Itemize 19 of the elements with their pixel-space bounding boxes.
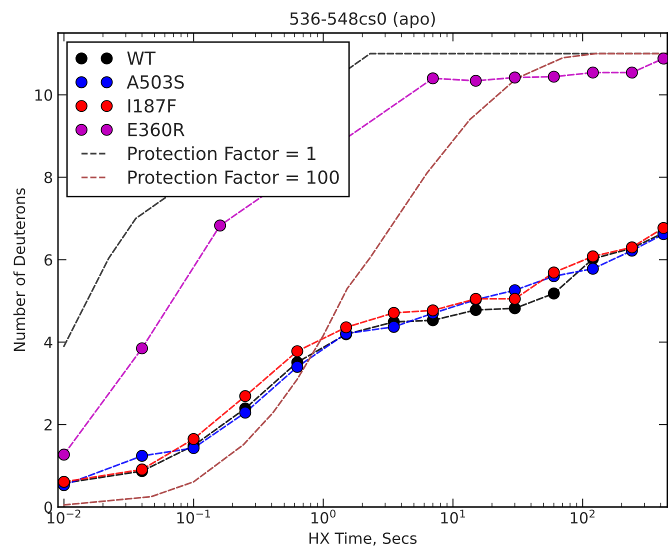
x-tick-label: 10$^{1}$ [441,510,465,524]
x-tick-label: 10$^{−1}$ [177,510,210,524]
x-tick-label: 10$^{2}$ [570,510,595,524]
legend-label: I187F [128,98,176,113]
x-tick-label: 10$^{0}$ [312,510,336,524]
y-tick-label: 8 [44,172,52,184]
y-tick-label: 4 [44,336,52,348]
y-tick-label: 2 [44,419,52,430]
y-tick-label: 0 [44,501,52,514]
y-axis-title: Number of Deuterons [13,188,26,351]
legend-label: A503S [126,75,184,89]
x-axis-title: HX Time, Secs [309,532,417,546]
legend-label: E360R [128,122,185,136]
y-tick-label: 6 [44,254,52,266]
legend-label: Protection Factor = 1 [128,146,316,160]
legend-label: WT [127,52,156,65]
chart-title: 536-548cs0 (apo) [290,12,435,28]
y-tick-label: 10 [35,89,52,101]
legend-label: Protection Factor = 100 [128,170,339,184]
